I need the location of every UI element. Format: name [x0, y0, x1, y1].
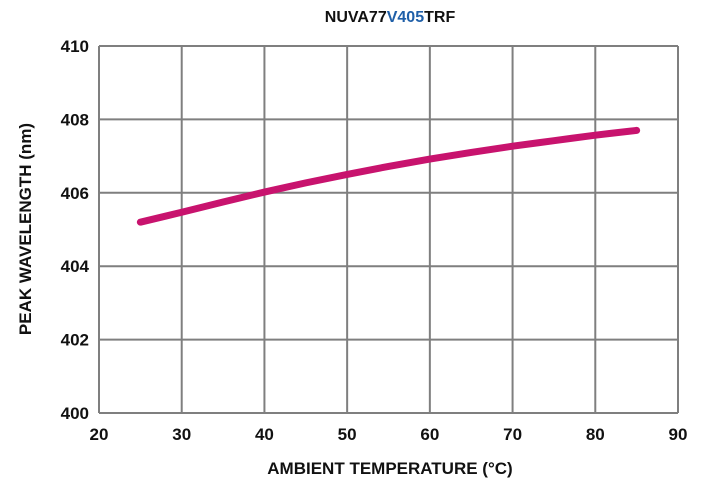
- y-tick-labels: 400 402 404 406 408 410: [61, 37, 90, 423]
- x-tick-label-80: 80: [586, 425, 605, 444]
- y-tick-label-410: 410: [61, 37, 89, 56]
- x-tick-label-40: 40: [255, 425, 274, 444]
- chart-title-part2: V405: [387, 9, 424, 26]
- y-tick-label-406: 406: [61, 184, 89, 203]
- x-tick-label-20: 20: [90, 425, 109, 444]
- y-tick-label-400: 400: [61, 404, 89, 423]
- x-tick-label-50: 50: [338, 425, 357, 444]
- y-axis-title: PEAK WAVELENGTH (nm): [16, 123, 35, 335]
- y-tick-label-408: 408: [61, 110, 89, 129]
- chart-title-part1: NUVA77: [325, 9, 387, 26]
- x-tick-label-60: 60: [420, 425, 439, 444]
- series-line-0: [136, 126, 641, 226]
- y-tick-label-402: 402: [61, 331, 89, 350]
- x-tick-labels: 20 30 40 50 60 70 80 90: [90, 425, 688, 444]
- grid: [98, 45, 679, 414]
- x-tick-label-70: 70: [503, 425, 522, 444]
- x-axis-title: AMBIENT TEMPERATURE (°C): [267, 459, 512, 478]
- chart-title-part3: TRF: [424, 9, 455, 26]
- y-tick-label-404: 404: [61, 257, 90, 276]
- x-tick-label-90: 90: [669, 425, 688, 444]
- x-tick-label-30: 30: [172, 425, 191, 444]
- chart-title: NUVA77V405TRF: [325, 9, 456, 26]
- series-group: [136, 126, 641, 226]
